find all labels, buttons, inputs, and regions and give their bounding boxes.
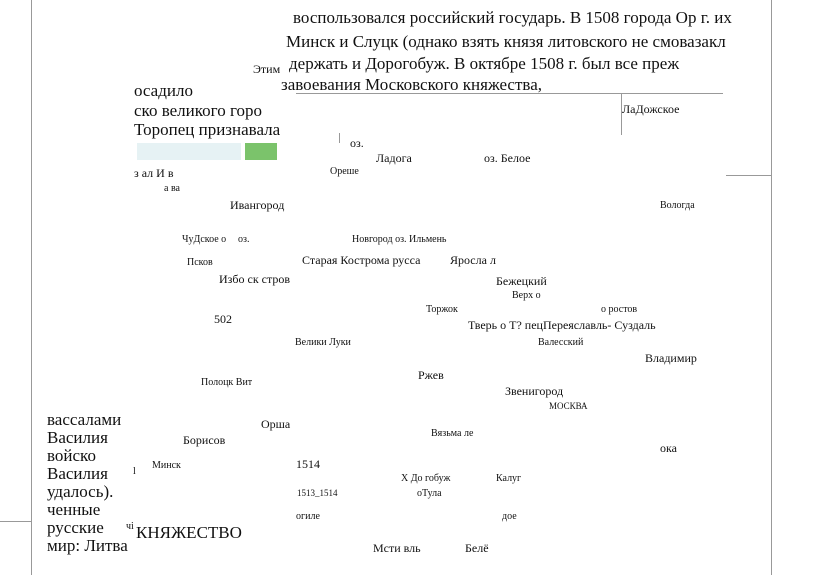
left-bottom-8: мир: Литва xyxy=(47,536,128,555)
label-pskov: Псков xyxy=(187,257,213,268)
paragraph-line-3: держать и Дорогобуж. В октябре 1508 г. б… xyxy=(289,54,680,73)
small-tick xyxy=(339,133,340,143)
label-staraya-russa: Старая Кострома русса xyxy=(302,253,421,267)
label-rostov: о ростов xyxy=(601,304,638,315)
label-bezhetsky: Бежецкий xyxy=(496,274,547,288)
label-orsha: Орша xyxy=(261,417,291,431)
left-bottom-3: войско xyxy=(47,446,96,465)
label-mogilev: огиле xyxy=(296,511,320,522)
label-borisov: Борисов xyxy=(183,433,226,447)
label-1514: 1514 xyxy=(296,457,320,471)
label-oz: оз. xyxy=(350,136,364,150)
box-divider xyxy=(621,93,622,135)
label-oz2: оз. xyxy=(238,234,250,245)
label-chi: чі xyxy=(126,521,134,532)
label-novgorod: Новгород оз. Ильмень xyxy=(352,234,447,245)
label-verkh: Верх о xyxy=(512,290,541,301)
label-zvenigorod: Звенигород xyxy=(505,384,564,398)
label-dos: дое xyxy=(502,511,517,522)
map-fragment xyxy=(137,143,277,160)
box-bottom xyxy=(726,175,771,176)
label-minsk: Минск xyxy=(152,460,181,471)
label-moskva: МОСКВА xyxy=(549,401,588,411)
label-oz-beloe: оз. Белое xyxy=(484,151,531,165)
label-ivangorod: Ивангород xyxy=(230,198,285,212)
left-bottom-2: Василия xyxy=(47,428,108,447)
left-text-1: осадило xyxy=(134,81,193,100)
left-bottom-1: вассалами xyxy=(47,410,122,429)
label-vyazma: Вязьма ле xyxy=(431,428,474,439)
label-torzhok: Торжок xyxy=(426,304,458,315)
label-knyazhestvo: КНЯЖЕСТВО xyxy=(136,523,242,542)
label-502: 502 xyxy=(214,312,232,326)
label-ladozhskoe: ЛаДожское xyxy=(622,102,680,116)
label-rzhev: Ржев xyxy=(418,368,444,382)
label-oka: ока xyxy=(660,441,677,455)
fragment-etim: Этим xyxy=(253,62,281,76)
label-izborsk: Избо ск стров xyxy=(219,272,291,286)
left-text-3: Торопец признавала xyxy=(134,120,281,139)
label-tver: Тверь о Т? пецПереяславль- Суздаль xyxy=(468,318,656,332)
label-vladimir: Владимир xyxy=(645,351,697,365)
label-yaroslavl: Яросла л xyxy=(450,253,496,267)
label-mstislavl: Мсти вль xyxy=(373,541,421,555)
label-belev: Белё xyxy=(465,541,489,555)
left-border xyxy=(31,0,32,575)
label-kaluga: Калуг xyxy=(496,473,522,484)
label-oreshek: Ореше xyxy=(330,166,359,177)
label-zaliv: з ал И в xyxy=(134,166,174,180)
left-bottom-6: ченные xyxy=(47,500,101,519)
label-velikie-luki: Велики Луки xyxy=(295,337,351,348)
label-tick: l xyxy=(133,466,136,477)
left-bottom-7: русские xyxy=(47,518,104,537)
label-ladoga: Ладога xyxy=(376,151,412,165)
text-underline xyxy=(296,93,723,94)
right-border xyxy=(771,0,772,575)
left-bottom-4: Василия xyxy=(47,464,108,483)
label-dorogobuzh: Х До гобуж xyxy=(401,473,451,484)
paragraph-line-4: завоевания Московского княжества, xyxy=(281,75,543,94)
left-bottom-5: удалось). xyxy=(47,482,114,501)
label-valessky: Валесский xyxy=(538,337,584,348)
label-1513-1514: 1513_1514 xyxy=(297,488,338,498)
label-polotsk: Полоцк Вит xyxy=(201,377,253,388)
label-ava: а ва xyxy=(164,183,180,194)
bottom-left-line xyxy=(0,521,31,522)
label-chudskoe: ЧуДское о xyxy=(182,234,227,245)
label-vologda: Вологда xyxy=(660,200,695,211)
left-text-2: ско великого горо xyxy=(134,101,262,120)
paragraph-line-2: Минск и Слуцк (однако взять князя литовс… xyxy=(286,32,726,51)
label-tula: оТула xyxy=(417,488,442,499)
paragraph-line-1: воспользовался российский государь. В 15… xyxy=(293,8,732,27)
